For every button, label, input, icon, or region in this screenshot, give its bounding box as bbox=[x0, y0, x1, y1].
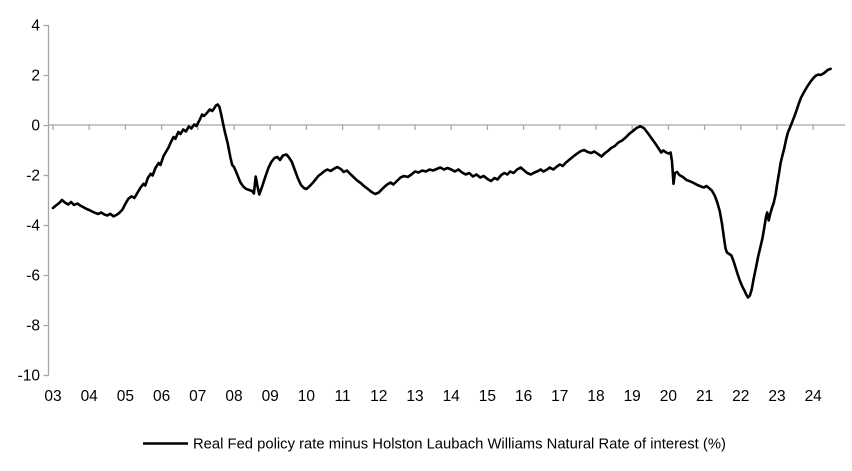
x-tick-label: 22 bbox=[732, 388, 749, 405]
x-tick-label: 17 bbox=[551, 388, 568, 405]
y-tick-label: 4 bbox=[31, 17, 40, 34]
x-tick-label: 09 bbox=[262, 388, 279, 405]
x-tick-label: 19 bbox=[624, 388, 641, 405]
y-tick-label: 0 bbox=[31, 117, 40, 134]
series-path bbox=[51, 67, 832, 299]
x-tick-label: 13 bbox=[406, 388, 423, 405]
x-tick-label: 12 bbox=[370, 388, 387, 405]
x-tick-label: 24 bbox=[805, 388, 823, 405]
x-tick-label: 03 bbox=[44, 388, 61, 405]
x-tick-label: 05 bbox=[117, 388, 134, 405]
legend-label: Real Fed policy rate minus Holston Lauba… bbox=[193, 437, 726, 453]
x-tick-label: 14 bbox=[443, 388, 461, 405]
x-tick-label: 15 bbox=[479, 388, 496, 405]
y-tick-label: -8 bbox=[26, 317, 40, 334]
x-tick-label: 18 bbox=[587, 388, 604, 405]
x-tick-label: 21 bbox=[696, 388, 713, 405]
x-tick-label: 06 bbox=[153, 388, 170, 405]
x-tick-label: 16 bbox=[515, 388, 532, 405]
x-tick-label: 10 bbox=[298, 388, 316, 405]
x-tick-label: 20 bbox=[660, 388, 678, 405]
chart-legend: Real Fed policy rate minus Holston Lauba… bbox=[143, 437, 726, 453]
x-tick-label: 07 bbox=[189, 388, 206, 405]
x-tick-label: 23 bbox=[768, 388, 785, 405]
y-tick-label: 2 bbox=[31, 67, 40, 84]
x-tick-label: 04 bbox=[81, 388, 99, 405]
x-tick-label: 11 bbox=[335, 388, 351, 405]
y-tick-label: -6 bbox=[26, 267, 40, 284]
x-tick-label: 08 bbox=[225, 388, 242, 405]
y-tick-label: -10 bbox=[18, 367, 41, 384]
y-tick-label: -4 bbox=[26, 217, 40, 234]
y-tick-label: -2 bbox=[26, 167, 40, 184]
